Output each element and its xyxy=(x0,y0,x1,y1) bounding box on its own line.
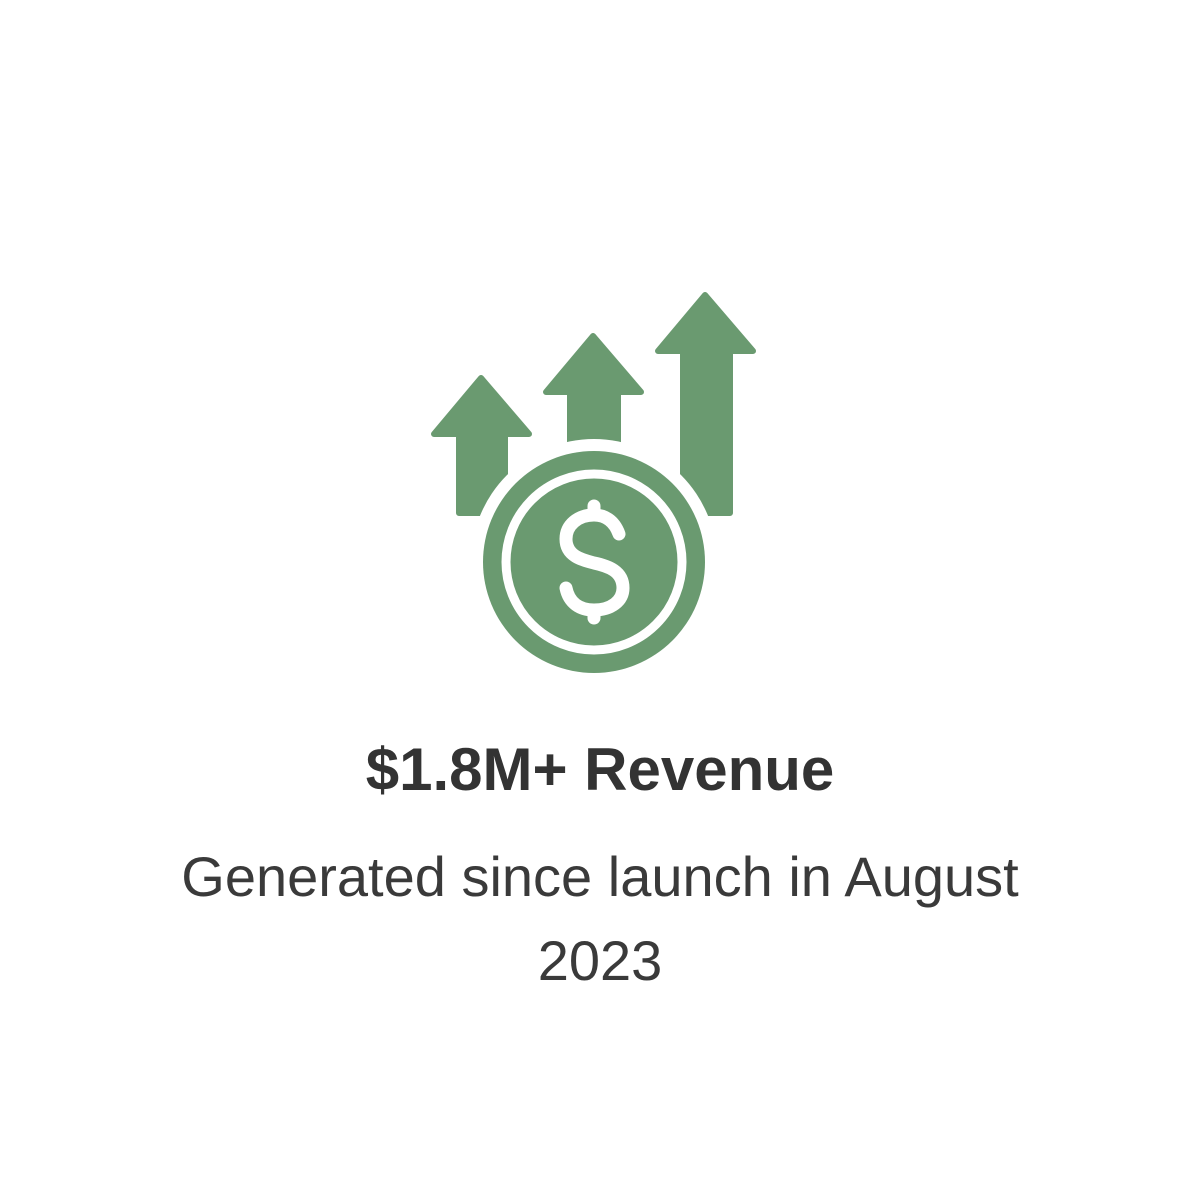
headline: $1.8M+ Revenue xyxy=(365,736,835,803)
dollar-sign-icon xyxy=(559,499,630,625)
revenue-growth-icon xyxy=(431,292,756,673)
description: Generated since launch in August 2023 xyxy=(181,845,1019,992)
